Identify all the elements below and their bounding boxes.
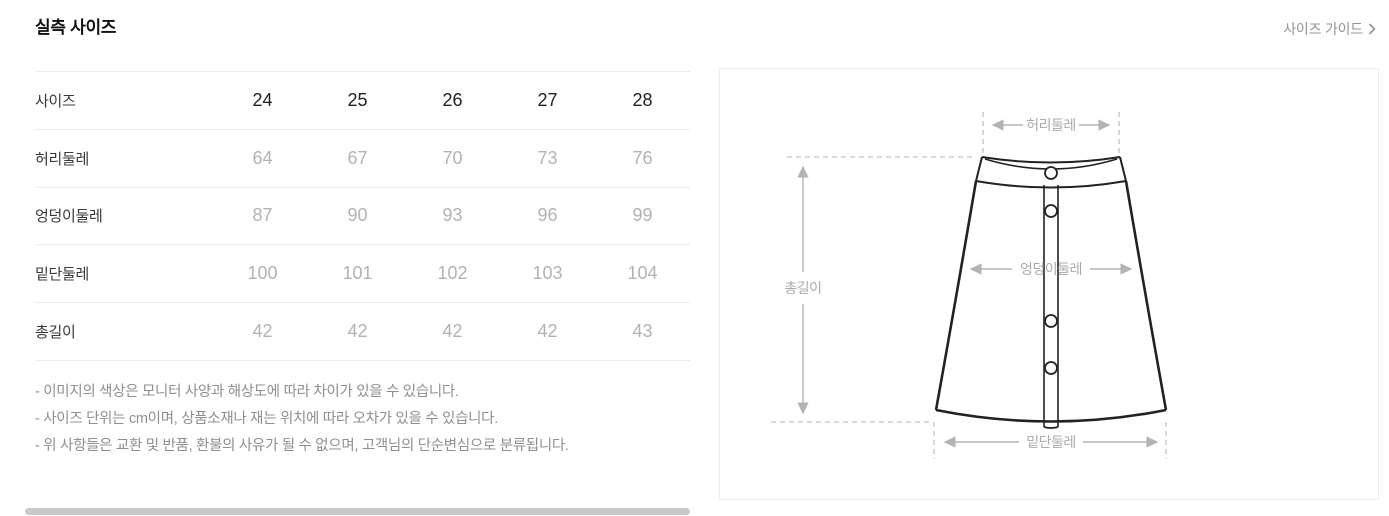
horizontal-scrollbar[interactable]	[25, 508, 690, 515]
cell-value: 64	[252, 147, 273, 168]
column-header-26: 26	[442, 89, 463, 110]
cell-value: 76	[632, 147, 653, 168]
row-label: 허리둘레	[35, 150, 90, 168]
table-row-hip: 엉덩이둘레 87 90 93 96 99	[35, 188, 690, 246]
column-header-27: 27	[537, 89, 558, 110]
button-icon	[1044, 314, 1058, 328]
diagram-length-label: 총길이	[784, 280, 821, 296]
skirt-diagram-panel: 허리둘레 총길이 엉덩이둘레 밑단둘레	[719, 68, 1379, 500]
cell-value: 67	[347, 147, 368, 168]
cell-value: 101	[342, 263, 373, 284]
note-line: - 이미지의 색상은 모니터 사양과 해상도에 따라 차이가 있을 수 있습니다…	[35, 384, 459, 400]
table-row-waist: 허리둘레 64 67 70 73 76	[35, 130, 690, 188]
cell-value: 99	[632, 205, 653, 226]
chevron-right-icon	[1368, 23, 1376, 35]
cell-value: 100	[247, 263, 278, 284]
cell-value: 42	[537, 321, 558, 342]
cell-value: 42	[252, 321, 273, 342]
cell-value: 102	[437, 263, 468, 284]
diagram-hip-label: 엉덩이둘레	[1020, 261, 1082, 277]
size-table: 사이즈 24 25 26 27 28 허리둘레 64 67 70 73 76 엉…	[35, 71, 690, 361]
diagram-hem-label: 밑단둘레	[1026, 434, 1076, 450]
size-guide-link-label: 사이즈 가이드	[1283, 21, 1363, 37]
skirt-outline	[934, 156, 1168, 429]
button-icon	[1044, 361, 1058, 375]
notes-block: - 이미지의 색상은 모니터 사양과 해상도에 따라 차이가 있을 수 있습니다…	[35, 379, 569, 460]
table-row-hem: 밑단둘레 100 101 102 103 104	[35, 245, 690, 304]
row-label: 총길이	[35, 324, 76, 342]
cell-value: 103	[532, 263, 563, 284]
size-guide-link[interactable]: 사이즈 가이드	[1283, 19, 1376, 39]
cell-value: 93	[442, 205, 463, 226]
note-line: - 위 사항들은 교환 및 반품, 환불의 사유가 될 수 없으며, 고객님의 …	[35, 438, 569, 454]
column-header-28: 28	[632, 89, 653, 110]
skirt-diagram: 허리둘레 총길이 엉덩이둘레 밑단둘레	[771, 112, 1168, 459]
note-line: - 사이즈 단위는 cm이며, 상품소재나 재는 위치에 따라 오차가 있을 수…	[35, 411, 498, 427]
table-row-length: 총길이 42 42 42 42 43	[35, 303, 690, 361]
cell-value: 90	[347, 205, 368, 226]
cell-value: 87	[252, 205, 273, 226]
cell-value: 42	[347, 321, 368, 342]
column-header-25: 25	[347, 89, 368, 110]
cell-value: 104	[627, 263, 658, 284]
cell-value: 70	[442, 147, 463, 168]
measure-arrows	[797, 119, 1159, 448]
cell-value: 43	[632, 321, 653, 342]
row-label: 밑단둘레	[35, 266, 90, 284]
cell-value: 96	[537, 205, 558, 226]
diagram-waist-label: 허리둘레	[1026, 117, 1076, 133]
cell-value: 42	[442, 321, 463, 342]
page-title: 실측 사이즈	[35, 18, 117, 37]
button-icon	[1044, 166, 1058, 180]
column-header-24: 24	[252, 89, 273, 110]
dashed-guides	[771, 112, 1167, 459]
cell-value: 73	[537, 147, 558, 168]
table-header-row: 사이즈 24 25 26 27 28	[35, 72, 690, 130]
row-label: 엉덩이둘레	[35, 208, 103, 226]
button-icon	[1044, 204, 1058, 218]
column-header-size: 사이즈	[35, 92, 76, 110]
